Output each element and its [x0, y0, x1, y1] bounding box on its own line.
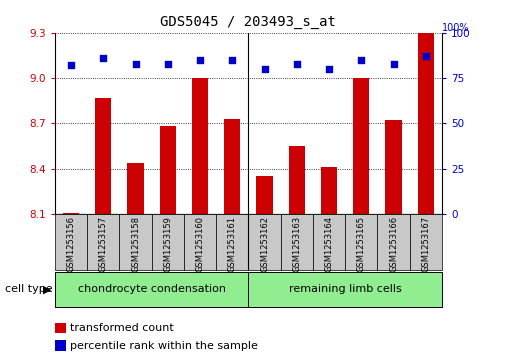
Text: chondrocyte condensation: chondrocyte condensation — [78, 285, 225, 294]
Text: GSM1253163: GSM1253163 — [292, 216, 301, 272]
Bar — [63, 213, 79, 214]
Bar — [128, 163, 144, 214]
Text: GSM1253167: GSM1253167 — [422, 216, 430, 272]
Text: GSM1253162: GSM1253162 — [260, 216, 269, 272]
Bar — [87, 214, 119, 270]
Bar — [119, 214, 152, 270]
Point — [325, 66, 333, 72]
Bar — [313, 214, 345, 270]
Bar — [55, 272, 248, 307]
Bar — [224, 119, 241, 214]
Point — [196, 57, 204, 63]
Bar — [248, 214, 281, 270]
Text: 100%: 100% — [442, 23, 470, 33]
Point — [422, 53, 430, 59]
Bar — [55, 214, 87, 270]
Text: GSM1253161: GSM1253161 — [228, 216, 237, 272]
Point — [99, 55, 108, 61]
Point — [164, 61, 172, 66]
Bar — [248, 272, 442, 307]
Bar — [160, 126, 176, 214]
Bar — [378, 214, 410, 270]
Bar — [184, 214, 216, 270]
Point — [260, 66, 269, 72]
Bar — [216, 214, 248, 270]
Point — [228, 57, 236, 63]
Bar — [192, 78, 208, 214]
Text: GSM1253156: GSM1253156 — [66, 216, 75, 272]
Text: GSM1253166: GSM1253166 — [389, 216, 398, 272]
Text: ▶: ▶ — [43, 285, 52, 294]
Text: GSM1253160: GSM1253160 — [196, 216, 204, 272]
Point — [357, 57, 366, 63]
Bar — [345, 214, 378, 270]
Bar — [353, 78, 369, 214]
Bar — [321, 167, 337, 214]
Bar — [256, 176, 272, 214]
Bar — [95, 98, 111, 214]
Text: cell type: cell type — [5, 285, 53, 294]
Title: GDS5045 / 203493_s_at: GDS5045 / 203493_s_at — [161, 15, 336, 29]
Point — [389, 61, 397, 66]
Bar — [152, 214, 184, 270]
Text: remaining limb cells: remaining limb cells — [289, 285, 402, 294]
Bar — [281, 214, 313, 270]
Text: GSM1253158: GSM1253158 — [131, 216, 140, 272]
Bar — [418, 33, 434, 214]
Text: GSM1253159: GSM1253159 — [163, 216, 172, 272]
Point — [131, 61, 140, 66]
Point — [67, 62, 75, 68]
Text: GSM1253165: GSM1253165 — [357, 216, 366, 272]
Text: percentile rank within the sample: percentile rank within the sample — [70, 340, 257, 351]
Bar — [289, 146, 305, 214]
Text: GSM1253157: GSM1253157 — [99, 216, 108, 272]
Text: transformed count: transformed count — [70, 323, 173, 333]
Bar — [410, 214, 442, 270]
Text: GSM1253164: GSM1253164 — [325, 216, 334, 272]
Bar — [385, 121, 402, 214]
Point — [293, 61, 301, 66]
